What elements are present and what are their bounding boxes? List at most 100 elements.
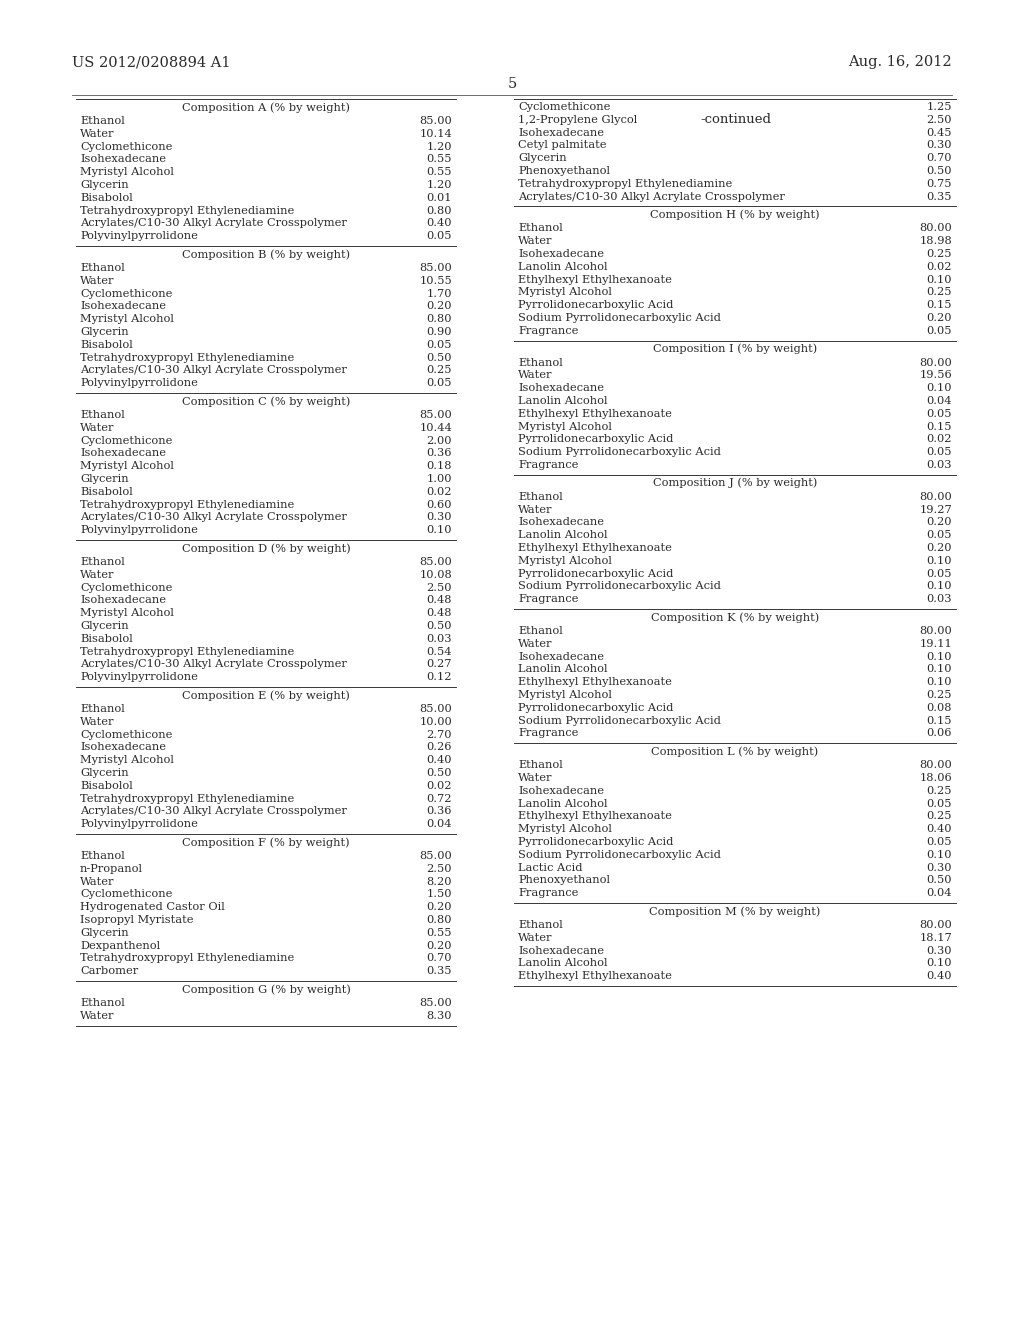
- Text: Glycerin: Glycerin: [80, 928, 129, 937]
- Text: Isohexadecane: Isohexadecane: [518, 517, 604, 528]
- Text: 2.70: 2.70: [427, 730, 452, 739]
- Text: 0.25: 0.25: [927, 288, 952, 297]
- Text: Composition I (% by weight): Composition I (% by weight): [653, 343, 817, 354]
- Text: 0.25: 0.25: [427, 366, 452, 375]
- Text: 19.56: 19.56: [920, 371, 952, 380]
- Text: 80.00: 80.00: [920, 760, 952, 770]
- Text: Polyvinylpyrrolidone: Polyvinylpyrrolidone: [80, 379, 198, 388]
- Text: 0.35: 0.35: [427, 966, 452, 977]
- Text: 0.20: 0.20: [427, 301, 452, 312]
- Text: 0.80: 0.80: [427, 915, 452, 925]
- Text: 0.40: 0.40: [427, 755, 452, 766]
- Text: 0.10: 0.10: [927, 383, 952, 393]
- Text: 1.70: 1.70: [427, 289, 452, 298]
- Text: 1.25: 1.25: [927, 102, 952, 112]
- Text: Ethanol: Ethanol: [518, 920, 563, 931]
- Text: Water: Water: [80, 717, 115, 727]
- Text: 0.10: 0.10: [427, 525, 452, 535]
- Text: Glycerin: Glycerin: [80, 768, 129, 777]
- Text: Acrylates/C10-30 Alkyl Acrylate Crosspolymer: Acrylates/C10-30 Alkyl Acrylate Crosspol…: [518, 191, 784, 202]
- Text: 0.25: 0.25: [927, 812, 952, 821]
- Text: Cyclomethicone: Cyclomethicone: [80, 730, 172, 739]
- Text: Ethanol: Ethanol: [80, 411, 125, 420]
- Text: 0.20: 0.20: [927, 517, 952, 528]
- Text: 1.50: 1.50: [427, 890, 452, 899]
- Text: 0.05: 0.05: [427, 339, 452, 350]
- Text: Sodium Pyrrolidonecarboxylic Acid: Sodium Pyrrolidonecarboxylic Acid: [518, 581, 721, 591]
- Text: US 2012/0208894 A1: US 2012/0208894 A1: [72, 55, 230, 69]
- Text: 5: 5: [507, 77, 517, 91]
- Text: 2.50: 2.50: [927, 115, 952, 125]
- Text: 18.98: 18.98: [920, 236, 952, 247]
- Text: 0.30: 0.30: [927, 140, 952, 150]
- Text: Acrylates/C10-30 Alkyl Acrylate Crosspolymer: Acrylates/C10-30 Alkyl Acrylate Crosspol…: [80, 512, 347, 523]
- Text: 0.10: 0.10: [927, 581, 952, 591]
- Text: Tetrahydroxypropyl Ethylenediamine: Tetrahydroxypropyl Ethylenediamine: [80, 352, 294, 363]
- Text: 0.10: 0.10: [927, 275, 952, 285]
- Text: 0.05: 0.05: [427, 379, 452, 388]
- Text: 1.20: 1.20: [427, 180, 452, 190]
- Text: 0.01: 0.01: [427, 193, 452, 203]
- Text: Bisabolol: Bisabolol: [80, 339, 133, 350]
- Text: Cyclomethicone: Cyclomethicone: [80, 582, 172, 593]
- Text: Water: Water: [80, 129, 115, 139]
- Text: 0.18: 0.18: [427, 461, 452, 471]
- Text: 0.54: 0.54: [427, 647, 452, 656]
- Text: 0.05: 0.05: [927, 531, 952, 540]
- Text: 0.55: 0.55: [427, 928, 452, 937]
- Text: 0.72: 0.72: [427, 793, 452, 804]
- Text: 0.04: 0.04: [927, 396, 952, 407]
- Text: Fragrance: Fragrance: [518, 459, 579, 470]
- Text: Ethanol: Ethanol: [80, 998, 125, 1008]
- Text: Acrylates/C10-30 Alkyl Acrylate Crosspolymer: Acrylates/C10-30 Alkyl Acrylate Crosspol…: [80, 660, 347, 669]
- Text: Ethanol: Ethanol: [518, 358, 563, 367]
- Text: Myristyl Alcohol: Myristyl Alcohol: [518, 288, 612, 297]
- Text: Composition F (% by weight): Composition F (% by weight): [182, 837, 350, 847]
- Text: Ethanol: Ethanol: [80, 557, 125, 568]
- Text: 1,2-Propylene Glycol: 1,2-Propylene Glycol: [518, 115, 637, 125]
- Text: 0.05: 0.05: [927, 326, 952, 335]
- Text: 0.90: 0.90: [427, 327, 452, 337]
- Text: 2.50: 2.50: [427, 863, 452, 874]
- Text: Isohexadecane: Isohexadecane: [518, 383, 604, 393]
- Text: 10.44: 10.44: [419, 422, 452, 433]
- Text: 85.00: 85.00: [419, 851, 452, 861]
- Text: 0.10: 0.10: [927, 664, 952, 675]
- Text: Ethylhexyl Ethylhexanoate: Ethylhexyl Ethylhexanoate: [518, 812, 672, 821]
- Text: Bisabolol: Bisabolol: [80, 634, 133, 644]
- Text: Glycerin: Glycerin: [518, 153, 566, 164]
- Text: Bisabolol: Bisabolol: [80, 487, 133, 496]
- Text: 0.15: 0.15: [927, 300, 952, 310]
- Text: Phenoxyethanol: Phenoxyethanol: [518, 166, 610, 176]
- Text: Isohexadecane: Isohexadecane: [80, 449, 166, 458]
- Text: Composition L (% by weight): Composition L (% by weight): [651, 746, 818, 756]
- Text: Ethanol: Ethanol: [518, 760, 563, 770]
- Text: Water: Water: [518, 639, 553, 649]
- Text: Glycerin: Glycerin: [80, 327, 129, 337]
- Text: 0.48: 0.48: [427, 609, 452, 618]
- Text: 0.40: 0.40: [927, 824, 952, 834]
- Text: 85.00: 85.00: [419, 116, 452, 125]
- Text: Hydrogenated Castor Oil: Hydrogenated Castor Oil: [80, 902, 224, 912]
- Text: Isohexadecane: Isohexadecane: [518, 652, 604, 661]
- Text: 0.02: 0.02: [927, 261, 952, 272]
- Text: Water: Water: [80, 1011, 115, 1020]
- Text: Dexpanthenol: Dexpanthenol: [80, 941, 160, 950]
- Text: 85.00: 85.00: [419, 411, 452, 420]
- Text: 19.11: 19.11: [920, 639, 952, 649]
- Text: Sodium Pyrrolidonecarboxylic Acid: Sodium Pyrrolidonecarboxylic Acid: [518, 447, 721, 457]
- Text: 80.00: 80.00: [920, 920, 952, 931]
- Text: 1.20: 1.20: [427, 141, 452, 152]
- Text: 0.05: 0.05: [927, 799, 952, 809]
- Text: Myristyl Alcohol: Myristyl Alcohol: [518, 421, 612, 432]
- Text: Cyclomethicone: Cyclomethicone: [80, 289, 172, 298]
- Text: 0.05: 0.05: [927, 447, 952, 457]
- Text: Fragrance: Fragrance: [518, 729, 579, 738]
- Text: Composition H (% by weight): Composition H (% by weight): [650, 210, 820, 220]
- Text: 10.00: 10.00: [419, 717, 452, 727]
- Text: 0.50: 0.50: [927, 875, 952, 886]
- Text: Composition G (% by weight): Composition G (% by weight): [181, 983, 350, 994]
- Text: 0.04: 0.04: [427, 820, 452, 829]
- Text: Lanolin Alcohol: Lanolin Alcohol: [518, 958, 607, 969]
- Text: Water: Water: [80, 876, 115, 887]
